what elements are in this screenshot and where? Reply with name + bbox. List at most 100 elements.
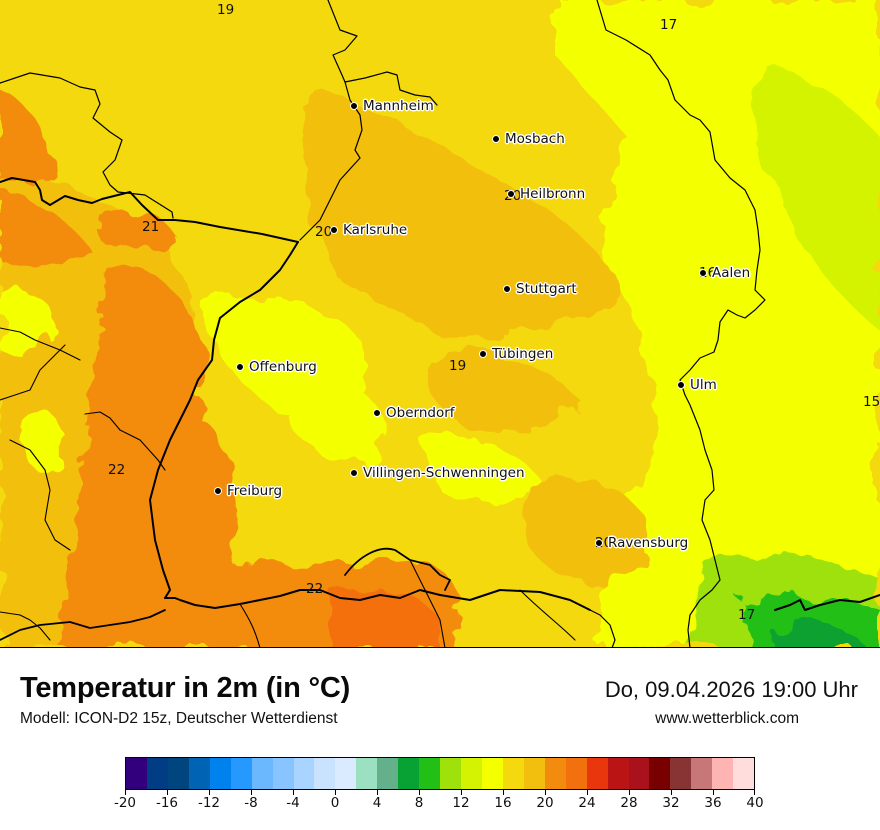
city-label: Villingen-Schwenningen [363,465,525,481]
city-label: Aalen [712,265,751,281]
city-dot-icon [373,409,381,417]
tick-label: 40 [746,795,764,811]
tick-label: 16 [494,795,512,811]
city-label: Freiburg [227,483,283,499]
temperature-colorbar [125,757,755,790]
city-dot-icon [479,350,487,358]
colorbar-segment [314,758,336,789]
city-label: Karlsruhe [343,222,408,238]
colorbar-segment [712,758,734,789]
isoline-label: 17 [738,607,756,623]
city-dot-icon [595,539,603,547]
map-title: Temperatur in 2m (in °C) [20,672,351,704]
tick-label: 4 [372,795,382,811]
isoline-label: 17 [660,17,678,33]
forecast-datetime: Do, 09.04.2026 19:00 Uhr [604,677,858,702]
colorbar-segment [126,758,147,789]
tick-mark [545,790,546,795]
tick-mark [335,790,336,795]
city-label: Mannheim [363,98,434,114]
city-marker[interactable]: Stuttgart [503,281,577,297]
city-marker[interactable]: Mosbach [492,131,565,147]
tick-mark [377,790,378,795]
city-dot-icon [492,135,500,143]
isoline-label: 22 [108,462,126,478]
city-label: Stuttgart [516,281,577,297]
city-label: Ulm [690,377,717,393]
colorbar-segment [251,758,273,789]
tick-mark [713,790,714,795]
website-link[interactable]: www.wetterblick.com [655,710,799,727]
city-dot-icon [350,469,358,477]
tick-mark [671,790,672,795]
tick-label: -20 [113,795,137,811]
colorbar-segment [607,758,629,789]
tick-label: 32 [662,795,680,811]
tick-mark [461,790,462,795]
colorbar-segment [502,758,524,789]
tick-mark [629,790,630,795]
city-label: Mosbach [505,131,565,147]
city-marker[interactable]: Ravensburg [595,535,688,551]
tick-label: -16 [155,795,179,811]
city-marker[interactable]: Mannheim [350,98,434,114]
colorbar-segment [733,758,755,789]
colorbar-segment [377,758,399,789]
tick-mark [251,790,252,795]
city-marker[interactable]: Karlsruhe [330,222,407,238]
colorbar-segment [167,758,189,789]
colorbar-segment [670,758,692,789]
colorbar-segment [691,758,713,789]
tick-label: 36 [704,795,722,811]
colorbar-segment [335,758,357,789]
tick-mark [419,790,420,795]
city-dot-icon [699,269,707,277]
city-marker[interactable]: Aalen [699,265,750,281]
colorbar-segment [565,758,587,789]
colorbar-segment [293,758,315,789]
isoline-label: 20 [315,224,333,240]
colorbar-segment [419,758,441,789]
isoline-label: 15 [863,394,880,410]
city-label: Tübingen [492,346,554,362]
tick-label: 0 [330,795,340,811]
colorbar-segment [628,758,650,789]
city-marker[interactable]: Freiburg [214,483,282,499]
colorbar-segment [544,758,566,789]
isoline-label: 19 [217,2,235,18]
tick-mark [587,790,588,795]
city-marker[interactable]: Tübingen [479,346,553,362]
colorbar-segment [461,758,482,789]
colorbar-segment [481,758,503,789]
city-dot-icon [236,363,244,371]
city-marker[interactable]: Oberndorf [373,405,455,421]
city-marker[interactable]: Villingen-Schwenningen [350,465,525,481]
tick-mark [167,790,168,795]
city-marker[interactable]: Ulm [677,377,717,393]
isoline-label: 22 [306,581,324,597]
city-dot-icon [350,102,358,110]
tick-mark [209,790,210,795]
colorbar-segment [586,758,608,789]
colorbar-segment [188,758,210,789]
tick-label: -12 [197,795,221,811]
colorbar-segment [440,758,461,789]
colorbar-segment [146,758,168,789]
tick-label: -4 [286,795,300,811]
city-marker[interactable]: Heilbronn [507,186,585,202]
tick-label: -8 [244,795,258,811]
colorbar-segment [649,758,671,789]
tick-label: 8 [414,795,424,811]
city-dot-icon [503,285,511,293]
temperature-map[interactable]: 191720212016191522202217 MannheimMosbach… [0,0,880,648]
city-dot-icon [507,190,515,198]
city-dot-icon [214,487,222,495]
tick-label: 20 [536,795,554,811]
colorbar-segment [356,758,378,789]
tick-mark [503,790,504,795]
tick-mark [754,790,755,795]
colorbar-ticks: -20 -16 -12 -8 -4 0 4 8 12 16 20 24 28 32 36 40 [114,790,764,820]
isoline-label: 19 [449,358,467,374]
city-marker[interactable]: Offenburg [236,359,317,375]
city-dot-icon [330,226,338,234]
